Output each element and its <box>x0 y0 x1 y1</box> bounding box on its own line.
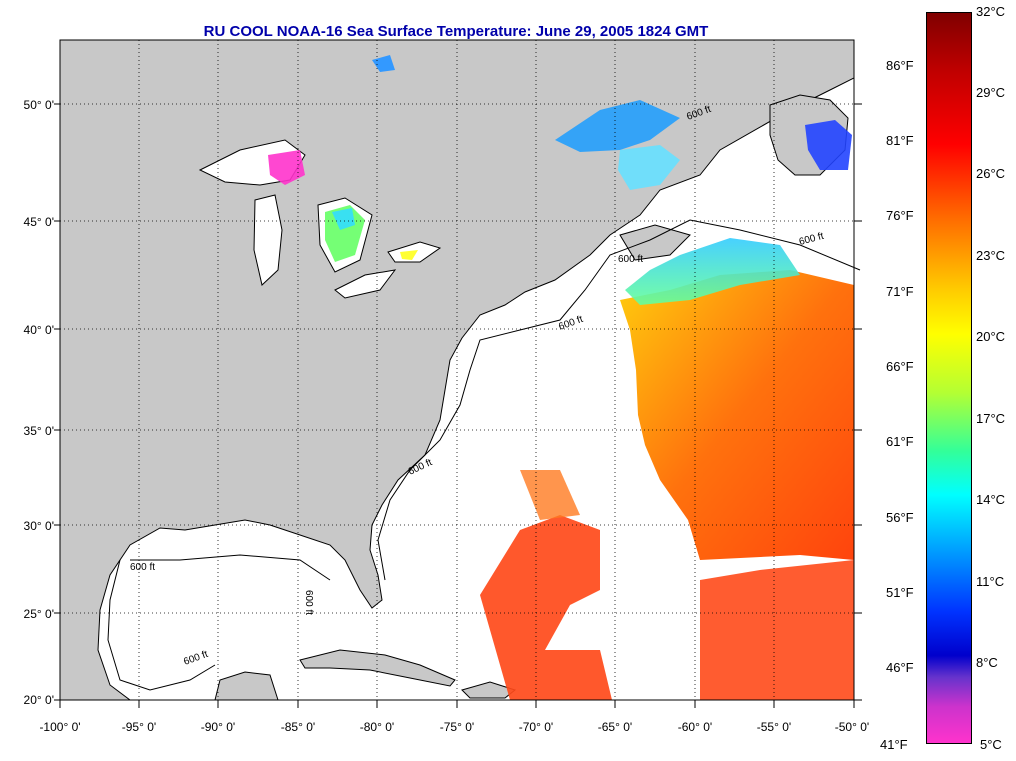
x-tick-label: -95° 0' <box>122 720 156 734</box>
contour-label: 600 ft <box>130 562 155 573</box>
y-tick-label: 20° 0' <box>24 693 54 707</box>
fahrenheit-label: 71°F <box>886 284 914 299</box>
celsius-label: 17°C <box>976 411 1006 426</box>
celsius-label: 5°C <box>980 737 1002 752</box>
x-tick-label: -50° 0' <box>835 720 869 734</box>
isobath-contour <box>107 219 861 691</box>
x-tick-label: -100° 0' <box>39 720 80 734</box>
fahrenheit-label: 51°F <box>886 585 914 600</box>
fahrenheit-label: 61°F <box>886 434 914 449</box>
celsius-label: 23°C <box>976 248 1006 263</box>
map-title: RU COOL NOAA-16 Sea Surface Temperature:… <box>203 23 709 40</box>
fahrenheit-label: 46°F <box>886 660 914 675</box>
x-tick-label: -65° 0' <box>598 720 632 734</box>
contour-label: 600 ft <box>303 590 314 615</box>
celsius-label: 32°C <box>976 4 1006 19</box>
x-tick-label: -75° 0' <box>440 720 474 734</box>
x-tick-label: -85° 0' <box>281 720 315 734</box>
celsius-label: 20°C <box>976 329 1006 344</box>
x-tick-label: -55° 0' <box>757 720 791 734</box>
x-tick-label: -80° 0' <box>360 720 394 734</box>
fahrenheit-label: 81°F <box>886 133 914 148</box>
celsius-label: 26°C <box>976 166 1006 181</box>
contour-label: 600 ft <box>618 254 643 265</box>
fahrenheit-label: 41°F <box>880 737 908 752</box>
x-axis-labels: -100° 0' -95° 0' -90° 0' -85° 0' -80° 0'… <box>39 720 869 734</box>
x-tick-label: -60° 0' <box>678 720 712 734</box>
fahrenheit-label: 66°F <box>886 359 914 374</box>
celsius-label: 11°C <box>976 574 1005 589</box>
y-axis-labels: 50° 0' 45° 0' 40° 0' 35° 0' 30° 0' 25° 0… <box>24 98 54 707</box>
y-tick-label: 50° 0' <box>24 98 54 112</box>
fahrenheit-label: 56°F <box>886 510 914 525</box>
y-tick-label: 30° 0' <box>24 519 54 533</box>
axis-ticks <box>54 103 862 708</box>
x-tick-label: -90° 0' <box>201 720 235 734</box>
celsius-label: 14°C <box>976 492 1006 507</box>
y-tick-label: 45° 0' <box>24 215 54 229</box>
y-tick-label: 25° 0' <box>24 607 54 621</box>
fahrenheit-label: 76°F <box>886 208 914 223</box>
celsius-label: 8°C <box>976 655 998 670</box>
fahrenheit-label: 86°F <box>886 58 914 73</box>
celsius-label: 29°C <box>976 85 1006 100</box>
y-tick-label: 40° 0' <box>24 323 54 337</box>
sst-coverage <box>268 55 854 700</box>
temperature-colorbar <box>926 12 972 744</box>
y-tick-label: 35° 0' <box>24 424 54 438</box>
x-tick-label: -70° 0' <box>519 720 553 734</box>
